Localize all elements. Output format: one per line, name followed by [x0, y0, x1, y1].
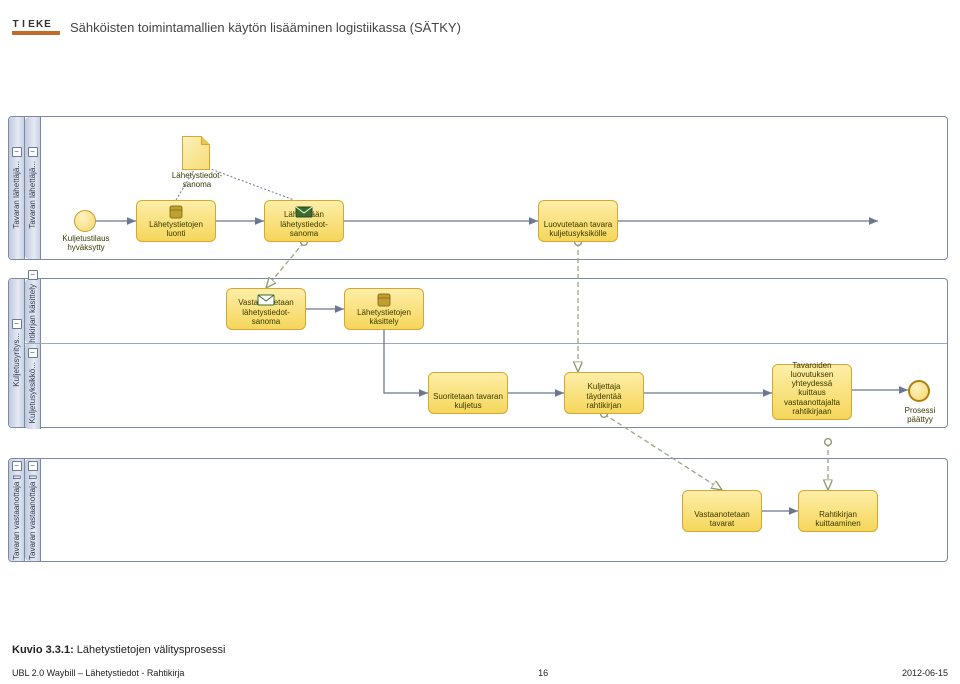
- logo-letter: K: [36, 19, 44, 30]
- start-event-label: Kuljetustilaus hyväksytty: [56, 234, 116, 252]
- logo-letter: T: [12, 19, 20, 30]
- end-event: [908, 380, 930, 402]
- task-transport: Suoritetaan tavaran kuljetus: [428, 372, 508, 414]
- task-label: Suoritetaan tavaran kuljetus: [433, 392, 503, 410]
- pool-label: Tavaran vastaanottaja []: [13, 475, 21, 560]
- task-label: Vastaanotetaan tavarat: [687, 510, 757, 528]
- task-label: Lähetystietojen luonti: [141, 220, 211, 238]
- collapse-icon[interactable]: −: [28, 461, 38, 471]
- pool-tab-inner: − Tavaran lähettäjä...: [25, 117, 41, 259]
- task-send-message: Lähetetään lähetystiedot-sanoma: [264, 200, 344, 242]
- pool-tab-outer: − Tavaran vastaanottaja []: [9, 459, 25, 561]
- pool-tab-outer: − Tavaran lähettäjä...: [9, 117, 25, 259]
- lane-label: Tavaran lähettäjä...: [29, 161, 37, 229]
- figure-caption: Kuvio 3.3.1: Lähetystietojen välityspros…: [12, 644, 225, 656]
- end-event-label: Prosessi päättyy: [896, 406, 944, 424]
- collapse-icon[interactable]: −: [12, 319, 22, 329]
- collapse-icon[interactable]: −: [12, 147, 22, 157]
- footer-date: 2012-06-15: [902, 668, 948, 678]
- collapse-icon[interactable]: −: [28, 348, 38, 358]
- tieke-logo: TIEKE: [12, 19, 60, 35]
- page-title: Sähköisten toimintamallien käytön lisääm…: [70, 20, 461, 35]
- caption-text: Lähetystietojen välitysprosessi: [74, 644, 226, 656]
- footer-page: 16: [538, 668, 548, 678]
- task-label: Luovutetaan tavara kuljetusyksikölle: [543, 220, 613, 238]
- database-icon: [372, 292, 396, 308]
- pool-label: Kuljetusyritys...: [13, 333, 21, 387]
- lane-label: Tavaran vastaanottaja []: [29, 475, 37, 560]
- logo-letter: E: [28, 19, 36, 30]
- receive-icon: [254, 292, 278, 308]
- bpmn-diagram: − Tavaran lähettäjä... − Tavaran lähettä…: [8, 60, 952, 620]
- pool-label: Tavaran lähettäjä...: [13, 161, 21, 229]
- caption-number: Kuvio 3.3.1:: [12, 644, 74, 656]
- pool-tab-outer: − Kuljetusyritys...: [9, 279, 25, 427]
- task-receive-message: Vastaanotetaan lähetystiedot-sanoma: [226, 288, 306, 330]
- pool-tab-inner: − Tavaran vastaanottaja []: [25, 459, 41, 561]
- collapse-icon[interactable]: −: [28, 147, 38, 157]
- task-delivery-sign: Tavaroiden luovutuksen yhteydessä kuitta…: [772, 364, 852, 420]
- lane-label: Kuljetusyksikkö...: [29, 362, 37, 423]
- logo-letter: I: [20, 19, 28, 30]
- logo-letter: E: [44, 19, 52, 30]
- data-object-label: Lähetystiedot-sanoma: [160, 172, 234, 190]
- task-driver-update: Kuljettaja täydentää rahtikirjan: [564, 372, 644, 414]
- database-icon: [164, 204, 188, 220]
- data-object-message: [182, 136, 210, 170]
- lane-divider: [25, 343, 947, 344]
- task-sign-waybill: Rahtikirjan kuittaaminen: [798, 490, 878, 532]
- task-handover-goods: Luovutetaan tavara kuljetusyksikölle: [538, 200, 618, 242]
- footer-left: UBL 2.0 Waybill – Lähetystiedot - Rahtik…: [12, 668, 184, 678]
- start-event: [74, 210, 96, 232]
- collapse-icon[interactable]: −: [28, 270, 38, 280]
- task-receive-goods: Vastaanotetaan tavarat: [682, 490, 762, 532]
- task-label: Tavaroiden luovutuksen yhteydessä kuitta…: [777, 361, 847, 416]
- task-create-data: Lähetystietojen luonti: [136, 200, 216, 242]
- page-footer: UBL 2.0 Waybill – Lähetystiedot - Rahtik…: [12, 668, 948, 678]
- task-label: Rahtikirjan kuittaaminen: [803, 510, 873, 528]
- lane-tab-2: − Kuljetusyksikkö...: [25, 343, 41, 429]
- task-process-data: Lähetystietojen käsittely: [344, 288, 424, 330]
- lane-tab-1: − Rahtikirjan käsittely: [25, 279, 41, 343]
- task-label: Kuljettaja täydentää rahtikirjan: [569, 382, 639, 410]
- send-icon: [292, 204, 316, 220]
- collapse-icon[interactable]: −: [12, 461, 22, 471]
- task-label: Lähetystietojen käsittely: [349, 308, 419, 326]
